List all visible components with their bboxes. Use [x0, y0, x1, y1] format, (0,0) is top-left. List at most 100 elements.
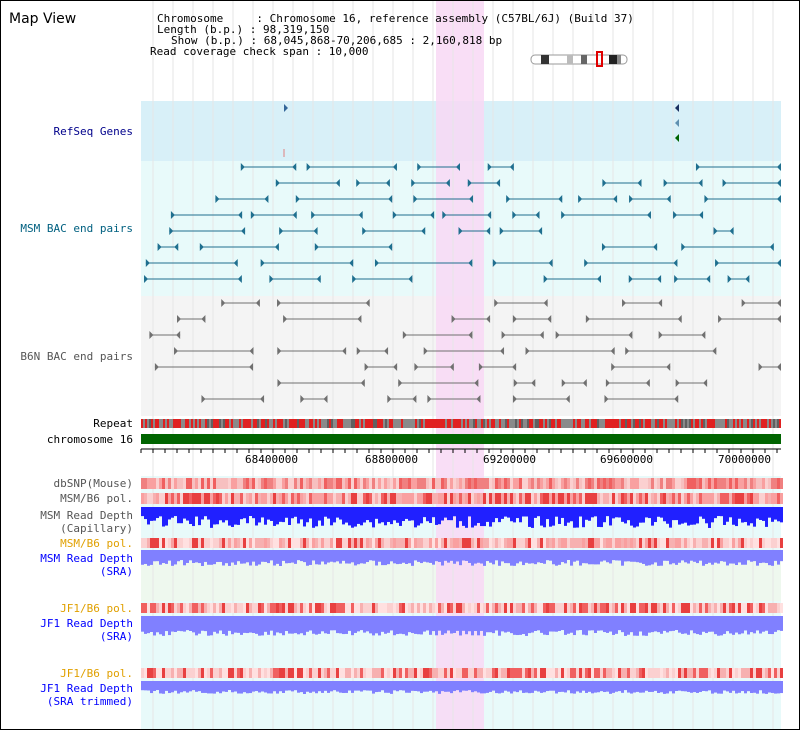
repeat-segment: [333, 419, 335, 428]
jf1-b6-pol-strip-2: [495, 668, 498, 678]
jf1-depth-sra-bar: [630, 616, 633, 633]
jf1-b6-pol-strip-2: [714, 668, 717, 678]
jf1-b6-pol-strip: [225, 603, 228, 613]
jf1-depth-trimmed-bar: [774, 681, 777, 694]
repeat-segment: [183, 419, 185, 428]
chromosome-bar: [141, 434, 781, 444]
repeat-segment: [765, 419, 767, 428]
jf1-b6-pol-strip: [381, 603, 384, 613]
msm-b6-pol-sra-strip: [432, 538, 435, 548]
jf1-depth-trimmed-bar: [234, 681, 237, 692]
axis-tick-label: 68800000: [365, 453, 418, 466]
track-label-jf1-depth-sra[interactable]: JF1 Read Depth (SRA): [40, 617, 133, 643]
msm-depth-sra-bar: [654, 550, 657, 563]
msm-b6-pol-strip: [207, 493, 210, 504]
msm-depth-capillary-bar: [648, 507, 651, 519]
jf1-b6-pol-strip-2: [279, 668, 282, 678]
msm-b6-pol-sra-strip: [267, 538, 270, 548]
jf1-b6-pol-strip: [744, 603, 747, 613]
msm-depth-capillary-bar: [231, 507, 234, 527]
dbsnp-strip: [264, 478, 267, 489]
track-label-chromosome[interactable]: chromosome 16: [46, 433, 133, 446]
track-label-jf1-b6-pol-2[interactable]: JF1/B6 pol.: [60, 667, 133, 680]
msm-b6-pol-strip: [189, 493, 192, 504]
repeat-segment: [627, 419, 629, 428]
repeat-segment: [361, 419, 363, 428]
jf1-depth-trimmed-bar: [660, 681, 663, 693]
jf1-depth-sra-bar: [468, 616, 471, 632]
msm-depth-capillary-bar: [738, 507, 741, 519]
msm-depth-sra-bar: [216, 550, 219, 562]
track-label-msm-depth-capillary[interactable]: MSM Read Depth (Capillary): [40, 509, 133, 535]
track-label-jf1-b6-pol[interactable]: JF1/B6 pol.: [60, 602, 133, 615]
msm-bac-pair: [295, 195, 300, 203]
jf1-b6-pol-strip-2: [606, 668, 609, 678]
jf1-b6-pol-strip-2: [681, 668, 684, 678]
msm-b6-pol-strip: [420, 493, 423, 504]
track-label-refseq[interactable]: RefSeq Genes: [53, 125, 133, 138]
jf1-depth-trimmed-bar: [729, 681, 732, 693]
msm-depth-capillary-bar: [354, 507, 357, 527]
jf1-b6-pol-strip: [702, 603, 705, 613]
track-label-jf1-depth-trimmed[interactable]: JF1 Read Depth (SRA trimmed): [40, 682, 133, 708]
jf1-depth-sra-bar: [453, 616, 456, 634]
jf1-depth-trimmed-bar: [633, 681, 636, 693]
track-label-msm-b6-pol-sra[interactable]: MSM/B6 pol.: [60, 537, 133, 550]
jf1-b6-pol-strip-2: [174, 668, 177, 678]
msm-b6-pol-sra-strip: [318, 538, 321, 548]
jf1-depth-sra-bar: [489, 616, 492, 633]
jf1-b6-pol-strip-2: [609, 668, 612, 678]
msm-depth-capillary-bar: [642, 507, 645, 523]
jf1-b6-pol-strip-2: [315, 668, 318, 678]
jf1-depth-trimmed-bar: [573, 681, 576, 694]
msm-depth-capillary-bar: [651, 507, 654, 526]
jf1-b6-pol-strip: [309, 603, 312, 613]
jf1-depth-trimmed-bar: [612, 681, 615, 693]
jf1-depth-sra-bar: [144, 616, 147, 634]
jf1-depth-trimmed-bar: [438, 681, 441, 694]
jf1-depth-trimmed-bar: [324, 681, 327, 691]
msm-depth-capillary-bar: [684, 507, 687, 523]
msm-depth-capillary-bar: [657, 507, 660, 517]
repeat-segment: [733, 419, 735, 428]
repeat-segment: [259, 419, 261, 428]
msm-b6-pol-strip: [729, 493, 732, 504]
jf1-depth-trimmed-bar: [333, 681, 336, 691]
msm-depth-capillary-bar: [246, 507, 249, 524]
msm-depth-sra-bar: [642, 550, 645, 564]
msm-depth-sra-bar: [366, 550, 369, 563]
jf1-depth-sra-bar: [402, 616, 405, 635]
msm-bac-pair: [548, 259, 553, 267]
jf1-depth-trimmed-bar: [651, 681, 654, 692]
msm-b6-pol-strip: [774, 493, 777, 504]
repeat-segment: [391, 419, 393, 428]
track-label-msm-b6-pol[interactable]: MSM/B6 pol.: [60, 492, 133, 505]
jf1-depth-trimmed-bar: [513, 681, 516, 692]
repeat-segment: [665, 419, 667, 428]
msm-depth-capillary-bar: [522, 507, 525, 517]
msm-depth-sra-bar: [318, 550, 321, 565]
track-label-dbsnp[interactable]: dbSNP(Mouse): [53, 477, 133, 490]
jf1-depth-sra-bar: [207, 616, 210, 636]
track-label-msm-bac[interactable]: MSM BAC end pairs: [20, 222, 133, 235]
axis-tick-label: 70000000: [718, 453, 771, 466]
msm-depth-sra-bar: [717, 550, 720, 564]
jf1-b6-pol-strip-2: [264, 668, 267, 678]
msm-bac-pair: [316, 275, 321, 283]
jf1-depth-sra-bar: [213, 616, 216, 632]
track-label-msm-depth-sra[interactable]: MSM Read Depth (SRA): [40, 552, 133, 578]
jf1-depth-trimmed-bar: [606, 681, 609, 692]
jf1-b6-pol-strip-2: [696, 668, 699, 678]
track-label-repeat[interactable]: Repeat: [93, 417, 133, 430]
msm-depth-capillary-bar: [744, 507, 747, 523]
msm-b6-pol-strip: [204, 493, 207, 504]
msm-depth-capillary-bar: [564, 507, 567, 526]
msm-depth-sra-bar: [330, 550, 333, 562]
jf1-depth-trimmed-bar: [618, 681, 621, 692]
msm-b6-pol-sra-strip: [189, 538, 192, 548]
dbsnp-strip: [507, 478, 510, 489]
dbsnp-strip: [168, 478, 171, 489]
dbsnp-strip: [375, 478, 378, 489]
track-label-b6n-bac[interactable]: B6N BAC end pairs: [20, 350, 133, 363]
